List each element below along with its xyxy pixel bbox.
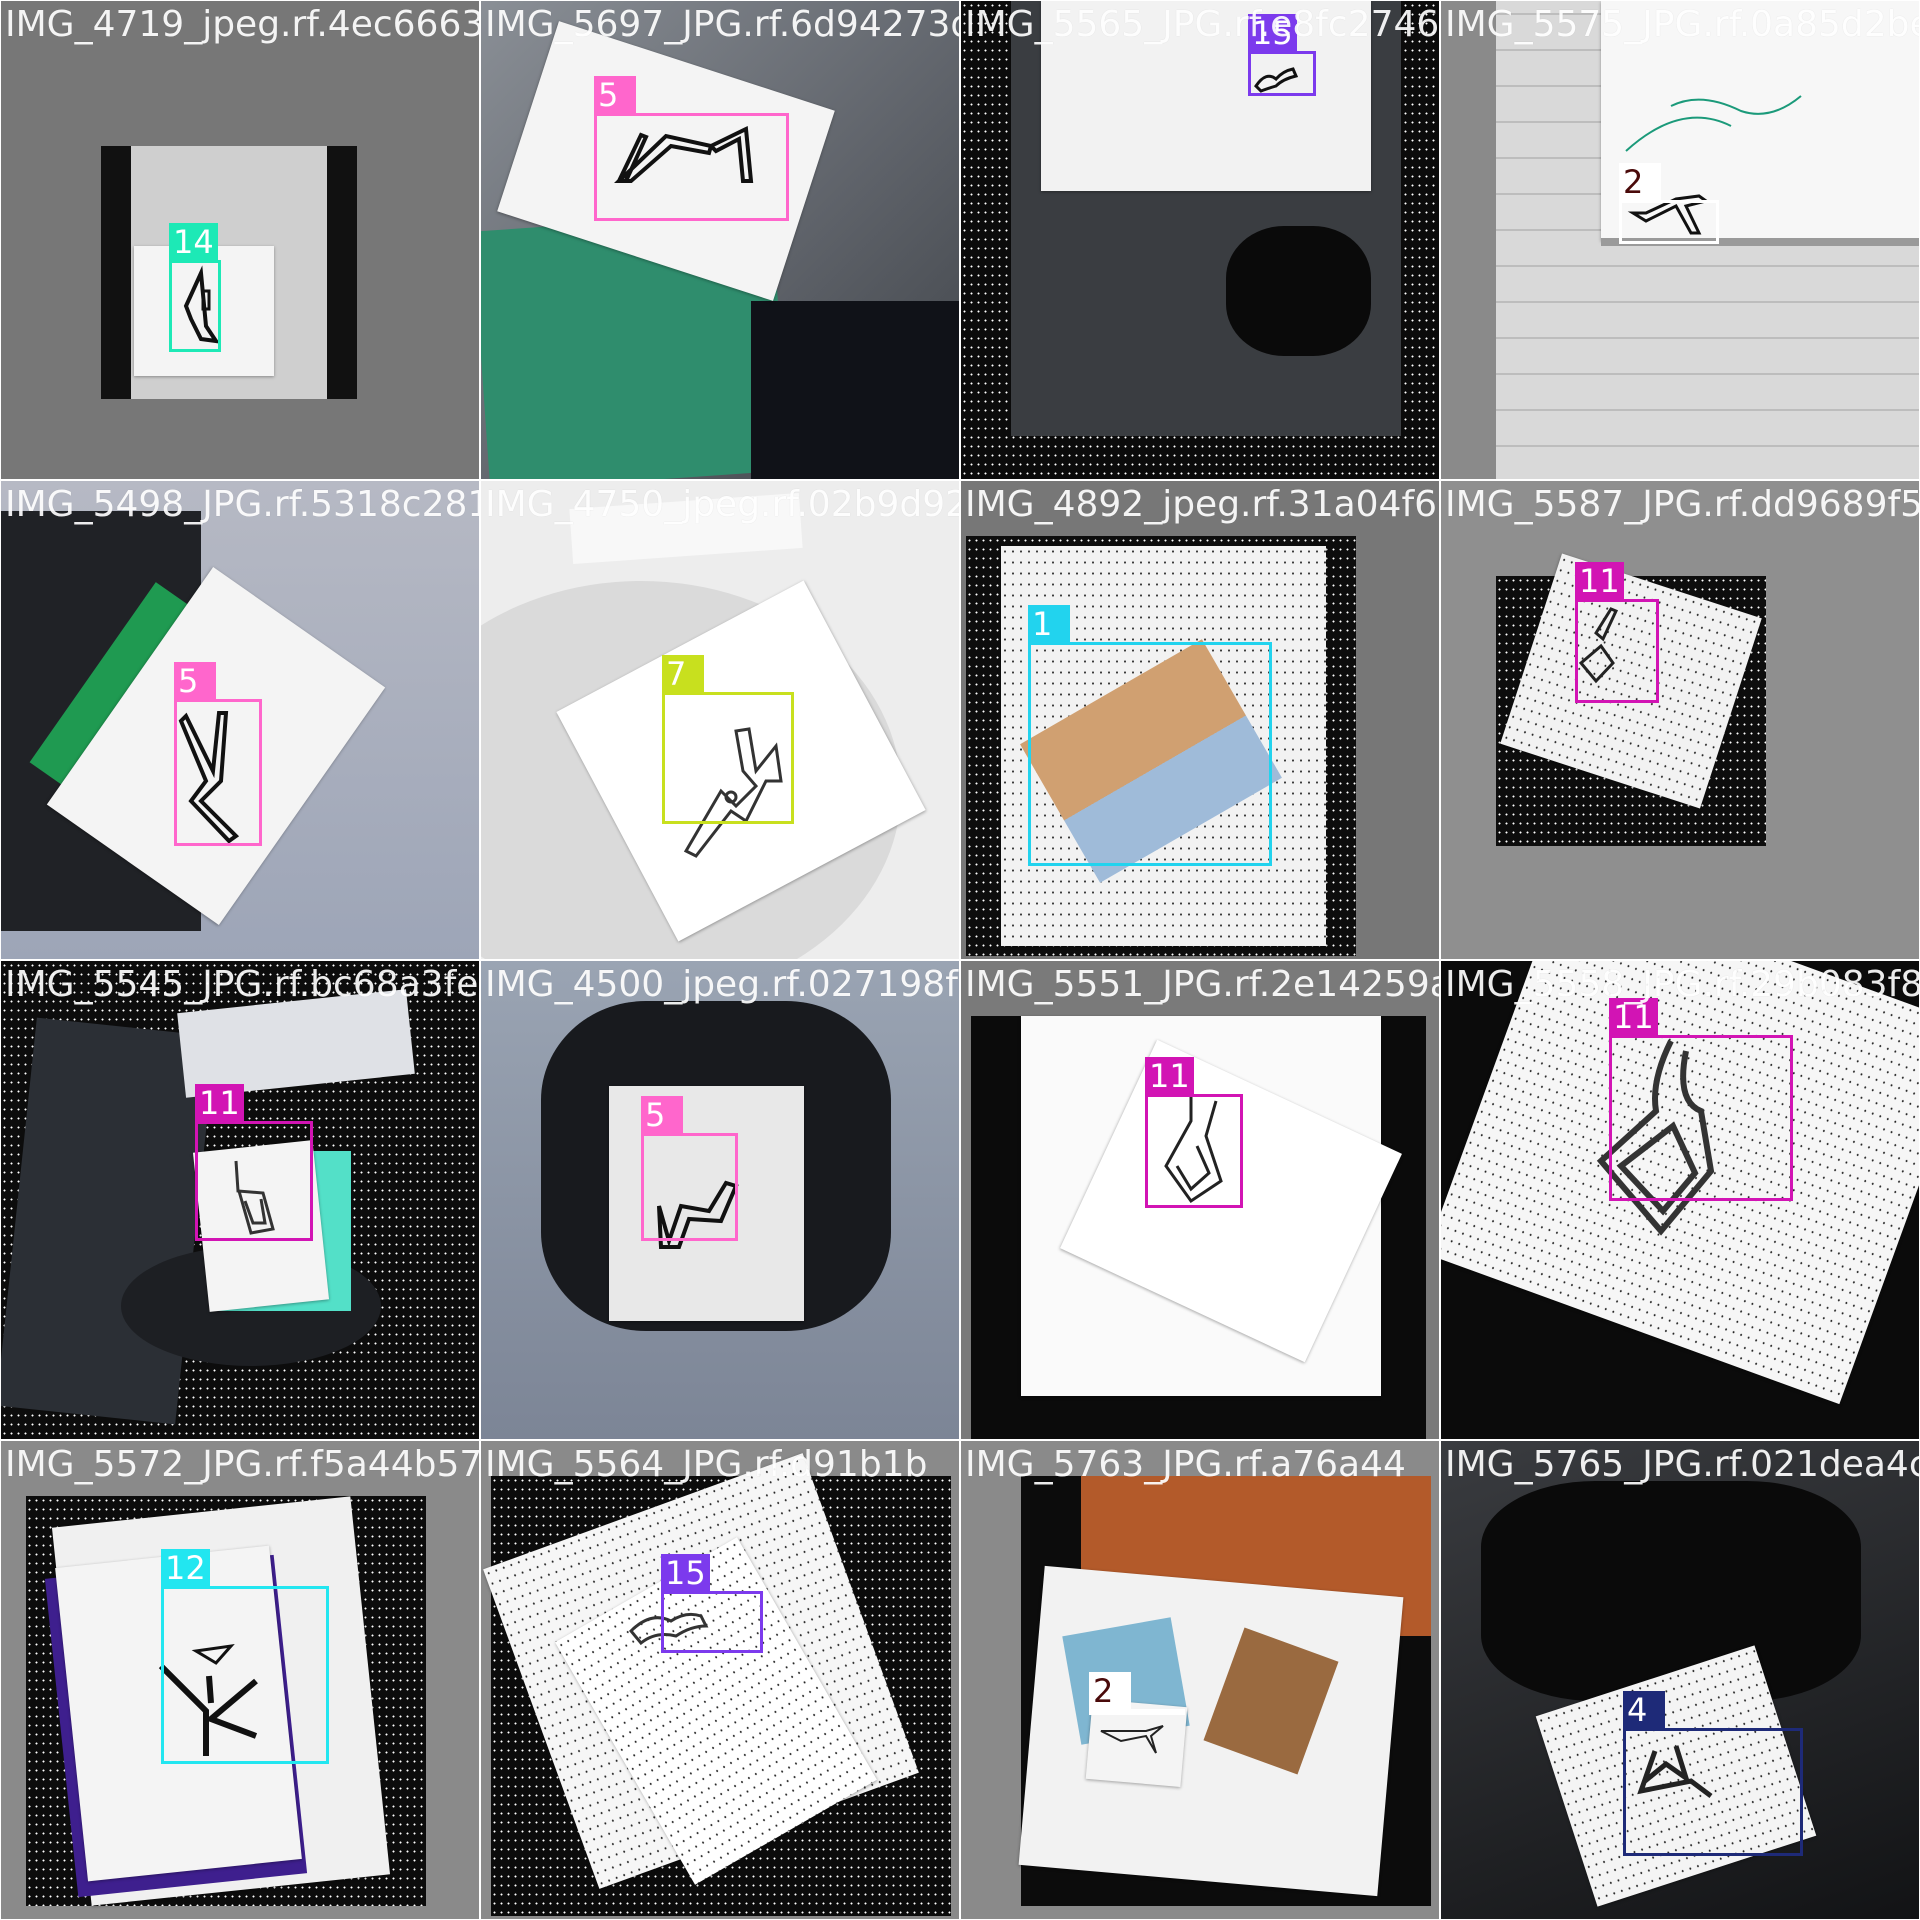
bounding-box: 15 [1248, 51, 1316, 96]
class-label: 5 [641, 1096, 683, 1134]
bounding-box: 11 [1609, 1035, 1793, 1201]
class-label: 2 [1619, 163, 1661, 201]
class-label: 14 [169, 223, 218, 261]
class-label: 1 [1028, 605, 1070, 643]
bounding-box: 12 [161, 1586, 329, 1764]
bounding-box: 14 [169, 260, 221, 352]
image-filename: IMG_5765_JPG.rf.021dea4ca [1445, 1443, 1920, 1487]
bounding-box: 11 [195, 1121, 313, 1241]
bounding-box: 15 [661, 1591, 763, 1653]
bounding-box: 11 [1145, 1094, 1243, 1208]
image-filename: IMG_5575_JPG.rf.0a85d2becf [1445, 3, 1920, 47]
image-filename: IMG_5498_JPG.rf.5318c281 [5, 483, 480, 527]
class-label: 5 [594, 76, 636, 114]
mosaic-tile[interactable]: 15 IMG_5565_JPG.rf.e8fc274658 [960, 0, 1440, 480]
image-filename: IMG_5763_JPG.rf.a76a44 [965, 1443, 1406, 1487]
mosaic-tile[interactable]: 11 IMG_5551_JPG.rf.2e14259ae [960, 960, 1440, 1440]
mosaic-tile[interactable]: 11 IMG_5558_JPG.rf.29b083f8 [1440, 960, 1920, 1440]
image-filename: IMG_5558_JPG.rf.29b083f8 [1445, 963, 1920, 1007]
bounding-box: 2 [1089, 1709, 1185, 1715]
class-label: 4 [1623, 1691, 1665, 1729]
image-filename: IMG_5587_JPG.rf.dd9689f5 [1445, 483, 1920, 527]
image-filename: IMG_5565_JPG.rf.e8fc274658 [965, 3, 1440, 47]
mosaic-tile[interactable]: 5 IMG_5498_JPG.rf.5318c281 [0, 480, 480, 960]
mosaic-tile[interactable]: 14 IMG_4719_jpeg.rf.4ec6663fe [0, 0, 480, 480]
class-label: 7 [662, 655, 704, 693]
mosaic-tile[interactable]: 2 IMG_5763_JPG.rf.a76a44 [960, 1440, 1440, 1920]
mosaic-tile[interactable]: 4 IMG_5765_JPG.rf.021dea4ca [1440, 1440, 1920, 1920]
bounding-box: 1 [1028, 642, 1272, 866]
bounding-box: 5 [594, 113, 789, 221]
image-filename: IMG_4500_jpeg.rf.027198f16 [485, 963, 960, 1007]
bounding-box: 5 [641, 1133, 738, 1241]
mosaic-tile[interactable]: 15 IMG_5564_JPG.rf.d91b1b [480, 1440, 960, 1920]
glyph-icon [481, 1441, 960, 1920]
image-filename: IMG_5551_JPG.rf.2e14259ae [965, 963, 1440, 1007]
class-label: 11 [1575, 562, 1624, 600]
mosaic-tile[interactable]: 12 IMG_5572_JPG.rf.f5a44b578 [0, 1440, 480, 1920]
mosaic-tile[interactable]: 5 IMG_5697_JPG.rf.6d94273d5 [480, 0, 960, 480]
glyph-icon [1441, 481, 1920, 960]
bounding-box: 11 [1575, 599, 1659, 703]
mosaic-tile[interactable]: 11 IMG_5545_JPG.rf.bc68a3fe5 [0, 960, 480, 1440]
mosaic-tile[interactable]: 11 IMG_5587_JPG.rf.dd9689f5 [1440, 480, 1920, 960]
glyph-icon [1, 1, 480, 480]
glyph-icon [961, 1441, 1440, 1920]
mosaic-tile[interactable]: 5 IMG_4500_jpeg.rf.027198f16 [480, 960, 960, 1440]
image-filename: IMG_4892_jpeg.rf.31a04f6e [965, 483, 1440, 527]
image-filename: IMG_5697_JPG.rf.6d94273d5 [485, 3, 960, 47]
class-label: 11 [1145, 1057, 1194, 1095]
class-label: 12 [161, 1549, 210, 1587]
image-filename: IMG_4719_jpeg.rf.4ec6663fe [5, 3, 480, 47]
class-label: 5 [174, 662, 216, 700]
bounding-box: 5 [174, 699, 262, 846]
mosaic-tile[interactable]: 2 IMG_5575_JPG.rf.0a85d2becf [1440, 0, 1920, 480]
class-label: 11 [195, 1084, 244, 1122]
bounding-box: 7 [662, 692, 794, 824]
mosaic-tile[interactable]: 7 IMG_4750_jpeg.rf.02b9d92e [480, 480, 960, 960]
image-filename: IMG_4750_jpeg.rf.02b9d92e [485, 483, 960, 527]
mosaic-tile[interactable]: 1 IMG_4892_jpeg.rf.31a04f6e [960, 480, 1440, 960]
image-filename: IMG_5545_JPG.rf.bc68a3fe5 [5, 963, 480, 1007]
bounding-box: 2 [1619, 200, 1719, 244]
class-label: 15 [661, 1554, 710, 1592]
class-label: 2 [1089, 1672, 1131, 1710]
glyph-icon [481, 1, 960, 480]
image-filename: IMG_5564_JPG.rf.d91b1b [485, 1443, 927, 1487]
image-filename: IMG_5572_JPG.rf.f5a44b578 [5, 1443, 480, 1487]
bounding-box: 4 [1623, 1728, 1803, 1856]
glyph-icon [961, 1, 1440, 480]
